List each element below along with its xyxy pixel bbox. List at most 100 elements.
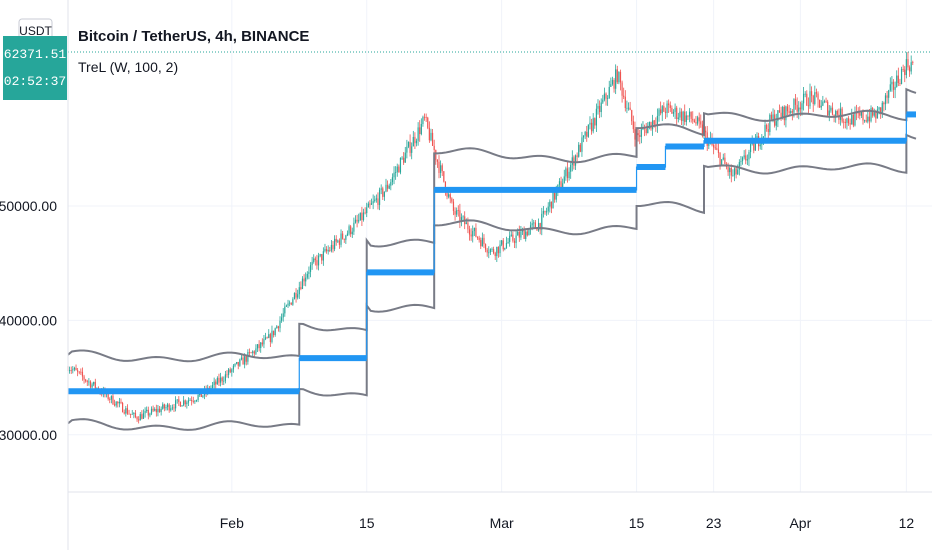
candle-body (306, 273, 308, 278)
candle-body (411, 146, 413, 153)
candle-body (582, 135, 585, 138)
candle-body (661, 106, 663, 114)
candle-body (147, 409, 149, 416)
candle-body (354, 219, 357, 223)
candle-body (695, 121, 697, 124)
candle-body (737, 169, 739, 175)
candle-body (375, 198, 377, 200)
candle-body (223, 380, 225, 382)
candle-body (202, 395, 204, 397)
candle-body (311, 261, 313, 266)
time-axis[interactable]: Feb 15 Mar 15 23 Apr 12 (220, 515, 915, 531)
candle-body (460, 217, 463, 222)
candle-body (759, 144, 761, 147)
candle-body (191, 400, 193, 402)
candle-body (713, 144, 715, 148)
candle-body (431, 132, 434, 146)
candle-body (321, 254, 323, 261)
candle-body (886, 95, 888, 98)
candle-body (730, 168, 732, 176)
candle-body (537, 223, 540, 231)
candle-body (154, 409, 156, 411)
candle-body (679, 111, 681, 118)
candle-body (350, 226, 352, 235)
candle-body (700, 121, 702, 125)
candle-body (745, 155, 747, 161)
candle-body (897, 75, 899, 84)
candle-body (738, 162, 740, 170)
candle-body (329, 250, 331, 251)
candle-body (187, 400, 190, 403)
candle-body (881, 102, 883, 113)
candle-body (674, 107, 676, 112)
candle-body (393, 172, 395, 178)
candle-body (403, 157, 405, 163)
candle-body (285, 305, 288, 307)
candle-body (448, 194, 450, 197)
candle-body (701, 124, 703, 136)
candle-body (319, 254, 321, 256)
candle-body (836, 111, 838, 115)
candle-body (109, 399, 111, 400)
candle-body (456, 210, 458, 215)
candle-body (902, 69, 904, 70)
candle-body (743, 155, 745, 158)
candle-body (599, 105, 601, 113)
candle-body (900, 69, 903, 84)
candle-body (216, 377, 218, 385)
countdown-timer: 02:52:37 (4, 74, 66, 89)
candle-body (870, 108, 872, 122)
candle-body (380, 188, 382, 190)
lower-band-line (67, 133, 917, 431)
candle-body (342, 233, 344, 239)
candle-body (819, 99, 821, 108)
candle-body (195, 399, 198, 401)
candle-body (343, 238, 345, 240)
candle-body (799, 107, 801, 110)
price-axis[interactable]: 30000.00 40000.00 50000.00 (0, 198, 57, 443)
candle-body (152, 408, 154, 411)
chart-title[interactable]: Bitcoin / TetherUS, 4h, BINANCE (78, 28, 309, 45)
candle-body (407, 141, 410, 147)
candle-body (802, 93, 805, 104)
candle-body (603, 93, 606, 100)
indicator-label[interactable]: TreL (W, 100, 2) (78, 59, 178, 75)
candle-body (494, 253, 496, 257)
time-tick-label: Apr (789, 515, 811, 531)
candle-body (260, 342, 262, 349)
last-price-badge: 62371.51 02:52:37 (3, 36, 67, 100)
candle-body (73, 367, 76, 370)
candle-body (348, 226, 350, 234)
candle-body (383, 191, 385, 197)
candle-body (435, 150, 437, 161)
candle-body (888, 90, 890, 98)
candle-body (616, 69, 618, 83)
candle-body (512, 234, 514, 241)
candle-body (496, 246, 498, 257)
candle-body (843, 121, 845, 123)
candle-body (239, 359, 241, 366)
candle-body (611, 80, 614, 85)
candle-body (443, 171, 445, 182)
candle-body (875, 112, 877, 119)
candle-body (236, 361, 238, 364)
candle-body (334, 238, 336, 250)
candle-body (687, 115, 689, 117)
candle-body (576, 155, 578, 157)
candle-body (250, 352, 252, 354)
candle-body (769, 114, 771, 133)
candle-body (89, 381, 92, 388)
candle-body (637, 133, 639, 136)
candle-body (493, 249, 495, 254)
candle-body (857, 112, 859, 114)
candle-body (762, 136, 765, 138)
candle-body (517, 231, 519, 236)
candle-body (419, 127, 421, 135)
candle-body (908, 67, 911, 72)
candle-body (401, 157, 403, 159)
candle-body (337, 240, 339, 242)
candle-body (175, 400, 177, 409)
candle-body (656, 115, 659, 126)
candle-body (529, 225, 532, 230)
